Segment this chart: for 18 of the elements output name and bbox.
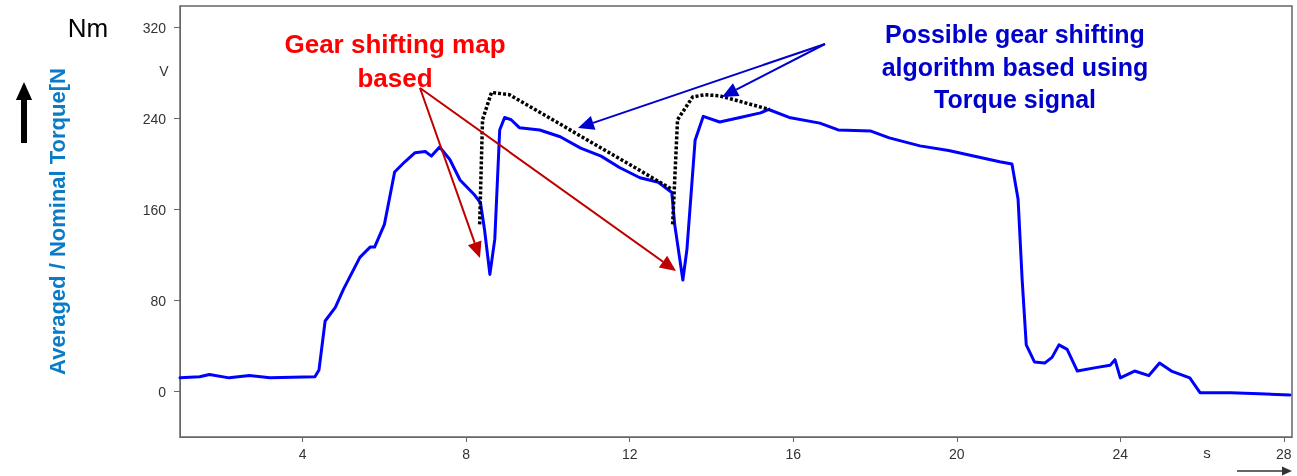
x-tick-label: 12	[621, 446, 638, 462]
y-tick-label: 0	[158, 383, 167, 400]
x-tick-label: 20	[948, 446, 965, 462]
x-tick-label: 24	[1112, 446, 1129, 462]
y-tick-label: 160	[142, 201, 167, 218]
text: V	[158, 62, 170, 81]
x-tick-label: 8	[462, 446, 471, 462]
x-tick-label: 16	[785, 446, 802, 462]
y-tick-label: 80	[150, 292, 167, 309]
x-axis-title: s	[1202, 443, 1212, 463]
x-tick-label: 28	[1276, 446, 1292, 462]
annotation: Gear shifting map based	[283, 28, 507, 95]
y-axis-title: Averaged / Nominal Torque[N	[44, 68, 70, 375]
x-tick-label: 4	[298, 446, 307, 462]
y-tick-label: 320	[142, 19, 167, 36]
y-tick-label: 240	[142, 110, 167, 127]
annotation: Possible gear shifting algorithm based using Torque signal	[880, 19, 1150, 115]
text: Nm	[66, 12, 110, 45]
